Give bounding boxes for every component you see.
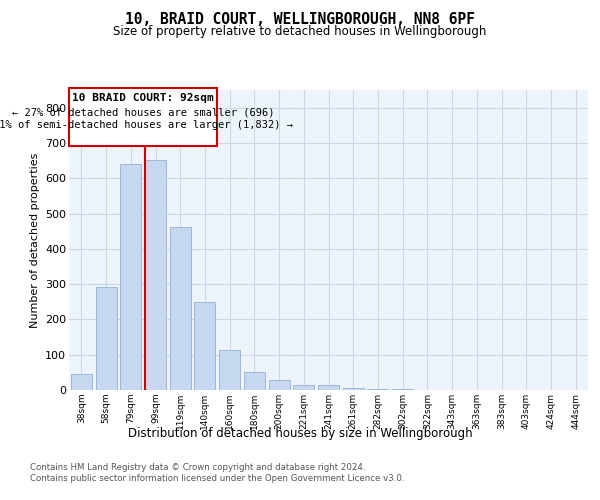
Bar [343, 388, 364, 390]
Text: 71% of semi-detached houses are larger (1,832) →: 71% of semi-detached houses are larger (… [0, 120, 293, 130]
Bar [170, 226, 191, 390]
Text: ← 27% of detached houses are smaller (696): ← 27% of detached houses are smaller (69… [12, 107, 274, 117]
Bar [71, 374, 92, 390]
Text: Contains HM Land Registry data © Crown copyright and database right 2024.: Contains HM Land Registry data © Crown c… [30, 462, 365, 471]
Text: Distribution of detached houses by size in Wellingborough: Distribution of detached houses by size … [128, 428, 472, 440]
Text: 10 BRAID COURT: 92sqm: 10 BRAID COURT: 92sqm [72, 93, 214, 103]
Bar [120, 164, 141, 390]
Bar [95, 286, 116, 390]
Bar [244, 372, 265, 390]
Text: Size of property relative to detached houses in Wellingborough: Size of property relative to detached ho… [113, 25, 487, 38]
Bar [293, 384, 314, 390]
Bar [219, 350, 240, 390]
Bar [145, 160, 166, 390]
Text: 10, BRAID COURT, WELLINGBOROUGH, NN8 6PF: 10, BRAID COURT, WELLINGBOROUGH, NN8 6PF [125, 12, 475, 28]
Text: Contains public sector information licensed under the Open Government Licence v3: Contains public sector information licen… [30, 474, 404, 483]
Y-axis label: Number of detached properties: Number of detached properties [29, 152, 40, 328]
Bar [194, 302, 215, 390]
Bar [269, 380, 290, 390]
Bar [318, 385, 339, 390]
